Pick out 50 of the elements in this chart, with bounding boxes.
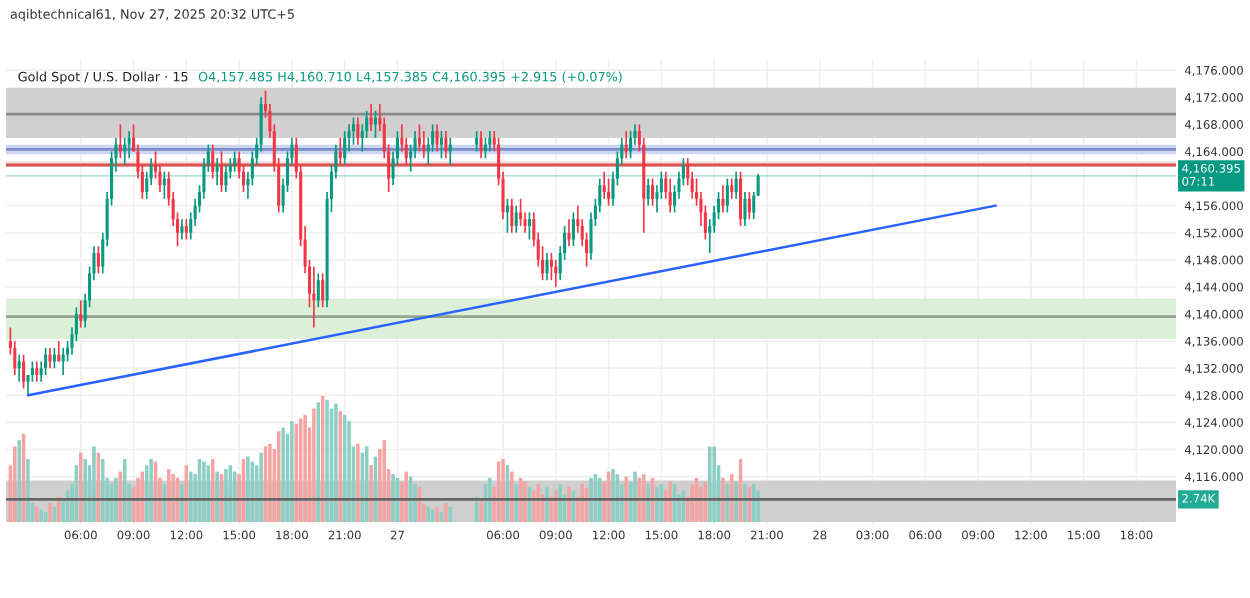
candlestick bbox=[79, 299, 83, 329]
candlestick bbox=[519, 198, 523, 227]
candlestick bbox=[571, 211, 575, 248]
candlestick bbox=[651, 177, 655, 207]
candlestick bbox=[219, 150, 224, 193]
candlestick bbox=[233, 150, 237, 173]
candlestick bbox=[338, 137, 342, 166]
candlestick bbox=[180, 218, 184, 241]
candlestick bbox=[96, 245, 100, 275]
candlestick bbox=[17, 353, 21, 383]
candlestick bbox=[514, 204, 518, 234]
candlestick bbox=[747, 191, 751, 221]
candlestick bbox=[646, 177, 650, 207]
candlestick bbox=[435, 123, 439, 153]
candlestick bbox=[475, 130, 479, 153]
candlestick bbox=[351, 116, 356, 146]
candlestick bbox=[22, 353, 26, 390]
candlestick bbox=[343, 130, 347, 166]
candlestick bbox=[356, 116, 360, 146]
candlestick bbox=[316, 272, 320, 309]
candlestick bbox=[730, 177, 734, 200]
candlestick bbox=[30, 360, 34, 383]
candlestick bbox=[725, 177, 729, 214]
candlestick bbox=[417, 123, 421, 153]
candlestick bbox=[439, 130, 443, 160]
candlestick bbox=[607, 177, 611, 207]
candlestick bbox=[184, 218, 188, 241]
candlestick bbox=[211, 143, 215, 180]
candlestick bbox=[545, 252, 549, 281]
candlestick bbox=[602, 170, 606, 200]
candlestick bbox=[668, 177, 672, 214]
candlestick bbox=[734, 170, 738, 200]
candlestick bbox=[549, 252, 553, 281]
candlestick bbox=[488, 130, 492, 153]
candlestick bbox=[743, 191, 747, 227]
candlestick bbox=[479, 130, 483, 160]
candlestick bbox=[215, 157, 219, 187]
candlestick bbox=[321, 272, 325, 309]
candlestick bbox=[444, 130, 448, 160]
candlestick bbox=[44, 347, 48, 376]
candlestick bbox=[35, 360, 39, 383]
candlestick bbox=[721, 184, 725, 214]
candlestick bbox=[127, 130, 131, 160]
candlestick bbox=[224, 164, 228, 193]
candlestick bbox=[739, 170, 743, 227]
candlestick bbox=[48, 347, 52, 370]
candlestick bbox=[629, 130, 633, 160]
candlestick bbox=[510, 198, 514, 234]
candlestick bbox=[527, 211, 531, 241]
candlestick bbox=[567, 218, 571, 248]
